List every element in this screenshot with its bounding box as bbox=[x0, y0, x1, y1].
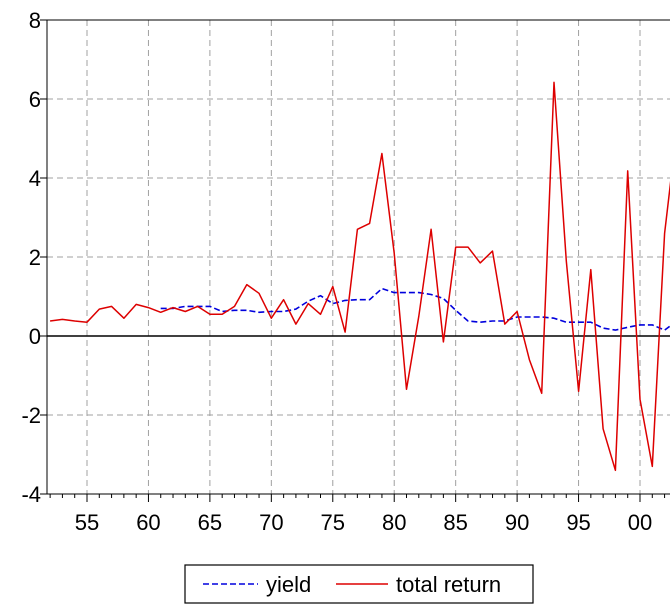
y-tick-label: -2 bbox=[21, 403, 41, 428]
x-tick-label: 75 bbox=[321, 510, 345, 535]
x-tick-label: 85 bbox=[443, 510, 467, 535]
y-tick-label: 8 bbox=[29, 8, 41, 33]
legend-label-total-return: total return bbox=[396, 572, 501, 597]
grid bbox=[47, 20, 670, 494]
x-tick-label: 95 bbox=[566, 510, 590, 535]
y-tick-label: 2 bbox=[29, 245, 41, 270]
y-tick-label: 6 bbox=[29, 87, 41, 112]
x-tick-label: 90 bbox=[505, 510, 529, 535]
axes bbox=[40, 19, 670, 502]
x-tick-label: 65 bbox=[198, 510, 222, 535]
series-layer bbox=[50, 81, 670, 472]
x-tick-label: 70 bbox=[259, 510, 283, 535]
x-tick-label: 60 bbox=[136, 510, 160, 535]
legend: yield total return bbox=[184, 564, 534, 604]
y-tick-label: 4 bbox=[29, 166, 41, 191]
x-tick-label: 80 bbox=[382, 510, 406, 535]
tick-labels: 55 60 65 70 75 80 85 90 95 00 -4 -2 0 2 4 6 8 bbox=[21, 8, 652, 535]
x-tick-label: 00 bbox=[628, 510, 652, 535]
series-line-total-return bbox=[50, 81, 670, 472]
y-tick-label: -4 bbox=[21, 482, 41, 507]
legend-label-yield: yield bbox=[266, 572, 311, 597]
y-tick-label: 0 bbox=[29, 324, 41, 349]
x-tick-label: 55 bbox=[75, 510, 99, 535]
